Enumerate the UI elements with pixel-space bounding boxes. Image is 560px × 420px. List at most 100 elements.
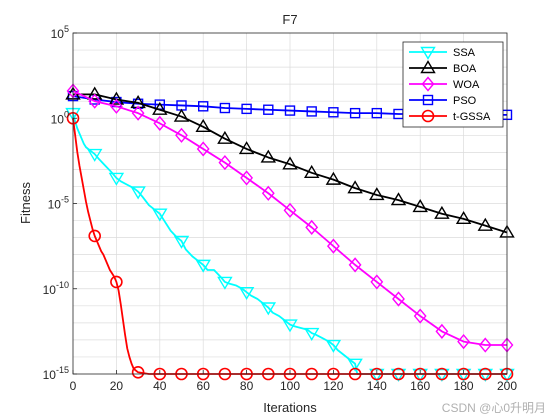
data-point-pso xyxy=(349,107,361,119)
data-point-ssa xyxy=(369,368,385,382)
data-point-woa xyxy=(348,257,362,273)
data-point-woa xyxy=(305,219,319,235)
legend-entry-woa: WOA xyxy=(409,76,480,92)
legend-label: PSO xyxy=(453,95,477,107)
data-point-ssa xyxy=(303,327,320,341)
legend-label: SSA xyxy=(453,47,476,59)
legend-marker xyxy=(421,109,435,123)
data-point-boa xyxy=(238,141,255,155)
data-point-boa xyxy=(173,108,190,122)
x-tick-label: 20 xyxy=(110,379,124,393)
legend: SSA BOA WOA PSO t-GSSA xyxy=(402,41,504,128)
data-point-ssa xyxy=(347,358,363,372)
series-line-boa xyxy=(73,93,508,234)
data-point-boa xyxy=(455,210,472,225)
data-point-woa xyxy=(109,98,123,114)
data-point-boa xyxy=(347,180,363,194)
data-point-ssa xyxy=(455,368,472,382)
series-line-ssa xyxy=(72,112,507,375)
x-tick-label: 120 xyxy=(323,379,343,393)
data-point-woa xyxy=(261,185,275,201)
chart-title: F7 xyxy=(282,12,297,27)
legend-label: BOA xyxy=(453,63,477,75)
data-point-boa xyxy=(86,86,103,100)
data-point-woa xyxy=(88,93,102,109)
x-tick-label: 200 xyxy=(497,379,517,393)
data-point-pso xyxy=(263,104,274,115)
data-point-pso xyxy=(284,105,296,116)
data-point-ssa xyxy=(86,148,103,162)
data-point-boa xyxy=(152,101,168,115)
data-point-ssa xyxy=(195,259,211,273)
data-point-ssa xyxy=(390,368,407,382)
data-point-pso xyxy=(197,101,209,112)
data-point-ssa xyxy=(238,286,255,301)
data-point-woa xyxy=(131,105,145,121)
data-point-boa xyxy=(195,118,211,132)
data-point-ssa xyxy=(108,172,125,186)
legend-label: WOA xyxy=(453,79,480,91)
legend-entry-ssa: SSA xyxy=(409,46,476,60)
legend-marker xyxy=(422,94,434,106)
data-point-boa xyxy=(325,171,342,185)
data-point-t-gssa xyxy=(110,275,123,289)
y-tick-label: 105 xyxy=(51,24,69,41)
data-point-woa xyxy=(435,323,449,339)
legend-entry-t-gssa: t-GSSA xyxy=(409,109,491,123)
data-point-boa xyxy=(108,91,125,105)
y-tick-label: 10-15 xyxy=(43,365,69,382)
x-tick-label: 0 xyxy=(70,379,77,393)
data-point-ssa xyxy=(282,319,298,333)
legend-marker xyxy=(420,46,436,60)
data-point-woa xyxy=(218,154,232,171)
data-point-woa xyxy=(413,308,427,324)
y-axis-title: Fitness xyxy=(18,182,33,224)
data-point-boa xyxy=(369,187,385,201)
data-point-woa xyxy=(283,202,297,218)
data-point-ssa xyxy=(217,276,233,290)
data-point-boa xyxy=(282,156,298,170)
data-point-boa xyxy=(412,199,428,213)
data-point-pso xyxy=(371,107,382,119)
y-tick-label: 10-10 xyxy=(43,280,69,297)
data-point-woa xyxy=(196,141,210,157)
data-point-boa xyxy=(477,217,494,231)
y-tick-labels: 10-15 10-10 10-5 100 105 xyxy=(43,24,77,382)
data-point-ssa xyxy=(260,302,277,316)
data-point-woa xyxy=(457,334,471,350)
data-point-ssa xyxy=(173,235,190,249)
data-point-pso xyxy=(328,107,339,118)
legend-entry-boa: BOA xyxy=(409,60,477,75)
data-point-pso xyxy=(306,106,317,117)
x-tick-label: 100 xyxy=(280,379,300,393)
data-point-ssa xyxy=(477,368,494,382)
series-ssa xyxy=(65,107,515,382)
watermark: CSDN @心0升明月 xyxy=(441,401,546,415)
legend-label: t-GSSA xyxy=(453,111,491,123)
data-point-woa xyxy=(478,337,492,353)
data-point-pso xyxy=(241,103,252,115)
data-point-boa xyxy=(434,205,450,219)
x-tick-label: 140 xyxy=(367,379,387,393)
data-point-pso xyxy=(219,102,231,114)
data-point-boa xyxy=(303,164,320,179)
x-tick-label: 180 xyxy=(454,379,474,393)
legend-marker xyxy=(421,76,435,92)
data-point-ssa xyxy=(325,339,342,353)
data-point-ssa xyxy=(434,368,450,382)
legend-marker xyxy=(420,60,436,74)
legend-entry-pso: PSO xyxy=(409,94,477,107)
data-point-woa xyxy=(392,291,405,307)
series-line-woa xyxy=(72,90,507,346)
data-point-woa xyxy=(175,127,188,143)
y-tick-label: 100 xyxy=(51,109,69,126)
data-point-boa xyxy=(390,192,407,206)
data-point-t-gssa xyxy=(88,229,101,243)
data-point-ssa xyxy=(412,368,428,382)
data-point-woa xyxy=(370,274,384,290)
x-tick-label: 160 xyxy=(410,379,430,393)
x-tick-label: 40 xyxy=(153,379,167,393)
x-tick-label: 60 xyxy=(197,379,211,393)
data-point-boa xyxy=(260,149,277,163)
